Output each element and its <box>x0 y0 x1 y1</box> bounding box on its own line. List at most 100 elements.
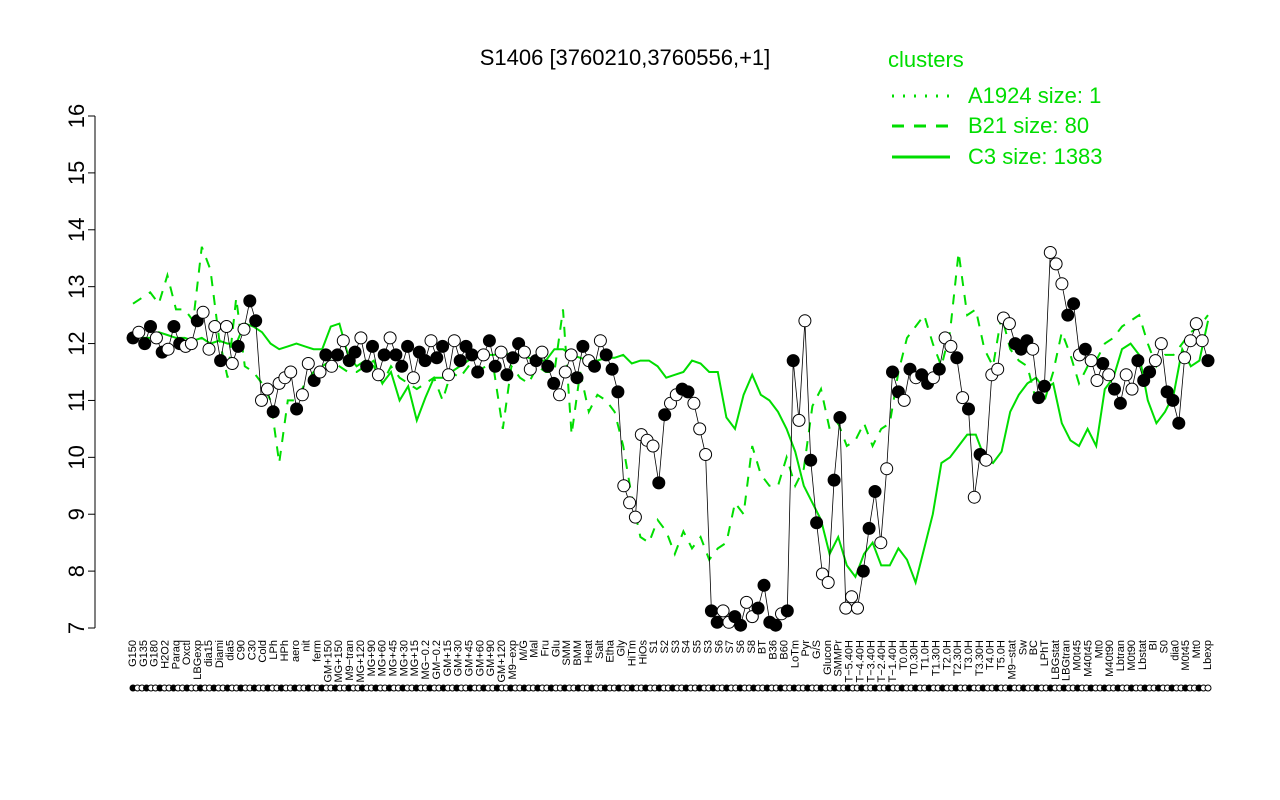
x-tick-label: M/G <box>518 640 530 661</box>
data-point <box>313 365 327 379</box>
data-point <box>886 365 899 379</box>
data-point <box>1125 382 1139 396</box>
data-point <box>1061 308 1075 322</box>
x-tick-label: M9−exp <box>507 640 519 679</box>
x-tick-label: M40t90 <box>1104 640 1116 677</box>
x-tick-label: T−1.40H <box>887 640 899 683</box>
data-point <box>1148 354 1162 368</box>
y-tick-label: 14 <box>64 218 89 242</box>
data-point <box>769 618 783 632</box>
data-point <box>792 413 806 427</box>
data-point <box>260 382 274 396</box>
x-tick-label: aero <box>290 640 302 662</box>
x-tick-label: S5 <box>692 640 704 653</box>
data-point <box>231 339 245 353</box>
data-point <box>564 348 578 362</box>
data-point <box>401 339 415 353</box>
data-point <box>214 354 228 368</box>
x-tick-label: Salt <box>594 640 606 659</box>
data-point <box>541 359 555 373</box>
x-tick-label: GM+45 <box>464 640 476 676</box>
x-tick-label: dia15 <box>203 640 215 667</box>
data-point <box>611 385 625 399</box>
x-tick-label: MG−0.2 <box>420 640 432 679</box>
data-point <box>301 357 315 370</box>
data-point <box>1184 334 1197 348</box>
x-tick-label: S1 <box>648 640 660 653</box>
x-tick-label: T1.30H <box>930 640 942 676</box>
legend-entry-b21: B21 size: 80 <box>968 113 1089 138</box>
x-tick-label: HiOs <box>637 640 649 665</box>
data-point <box>780 604 794 618</box>
x-tick-label: S2 <box>659 640 671 653</box>
x-tick-label: MG+45 <box>388 640 400 676</box>
x-tick-label: H2O2 <box>159 640 171 669</box>
y-tick-label: 10 <box>64 445 89 469</box>
x-tick-label: M9−stat <box>1006 640 1018 679</box>
data-point <box>167 320 181 333</box>
data-point <box>576 339 590 353</box>
x-tick-label: MG+120 <box>355 640 367 683</box>
x-tick-label: MG+60 <box>377 640 389 676</box>
x-tick-label: M0t90 <box>1126 640 1138 671</box>
data-point <box>628 510 642 524</box>
data-point <box>331 348 344 362</box>
x-tick-label: S0 <box>1158 640 1170 653</box>
data-point <box>290 402 304 416</box>
x-tick-label: M0t45 <box>1180 640 1192 671</box>
x-tick-label: S8 <box>746 640 758 653</box>
data-point <box>880 462 894 476</box>
data-point <box>266 405 280 419</box>
data-point <box>827 473 841 487</box>
x-tick-label: ferm <box>312 640 324 662</box>
data-point <box>477 348 490 362</box>
x-tick-label: S4 <box>681 640 693 653</box>
data-point <box>593 334 607 348</box>
data-point <box>424 334 438 348</box>
data-point <box>383 331 397 345</box>
x-tick-label: T0.0H <box>898 640 910 670</box>
data-point <box>1131 354 1145 368</box>
data-point <box>482 334 496 348</box>
data-point <box>810 516 824 530</box>
x-tick-label: BMM <box>572 640 584 666</box>
data-point <box>1026 342 1040 356</box>
data-point <box>570 371 584 385</box>
x-tick-label: dia0 <box>1169 640 1181 661</box>
data-point <box>535 345 549 359</box>
data-point <box>1002 317 1016 331</box>
data-point <box>687 396 701 410</box>
data-point <box>500 368 514 382</box>
y-tick-label: 11 <box>64 389 89 412</box>
x-tick-label: BI <box>1148 640 1160 650</box>
x-tick-label: T5.0H <box>996 640 1008 670</box>
x-tick-label: T1.0H <box>920 640 932 670</box>
x-tick-label: GM+120 <box>496 640 508 683</box>
x-tick-label: Cold <box>257 640 269 663</box>
data-point <box>547 376 561 390</box>
data-point <box>453 354 467 368</box>
data-point <box>588 359 601 373</box>
data-point <box>1037 379 1051 393</box>
data-point <box>962 402 975 416</box>
x-tick-label: T−3.40H <box>865 640 877 683</box>
x-tick-label: dia5 <box>225 640 237 661</box>
data-point <box>418 354 432 368</box>
data-point <box>436 339 450 353</box>
data-point <box>1178 351 1192 365</box>
x-tick-label: LBGtran <box>1061 640 1073 681</box>
data-point <box>1113 396 1127 410</box>
x-tick-label: HiTm <box>626 640 638 666</box>
y-tick-label: 16 <box>64 104 89 128</box>
x-rug-marker <box>1204 684 1212 692</box>
legend-entry-a1924: A1924 size: 1 <box>968 83 1101 108</box>
x-tick-label: MG+15 <box>409 640 421 676</box>
x-tick-label: GM+60 <box>474 640 486 676</box>
chart-title: S1406 [3760210,3760556,+1] <box>480 45 771 70</box>
x-tick-label: GM+150 <box>322 640 334 683</box>
x-tick-label: S3 <box>670 640 682 653</box>
data-point <box>494 345 508 359</box>
data-point <box>430 351 444 365</box>
x-tick-label: GM+30 <box>453 640 465 676</box>
